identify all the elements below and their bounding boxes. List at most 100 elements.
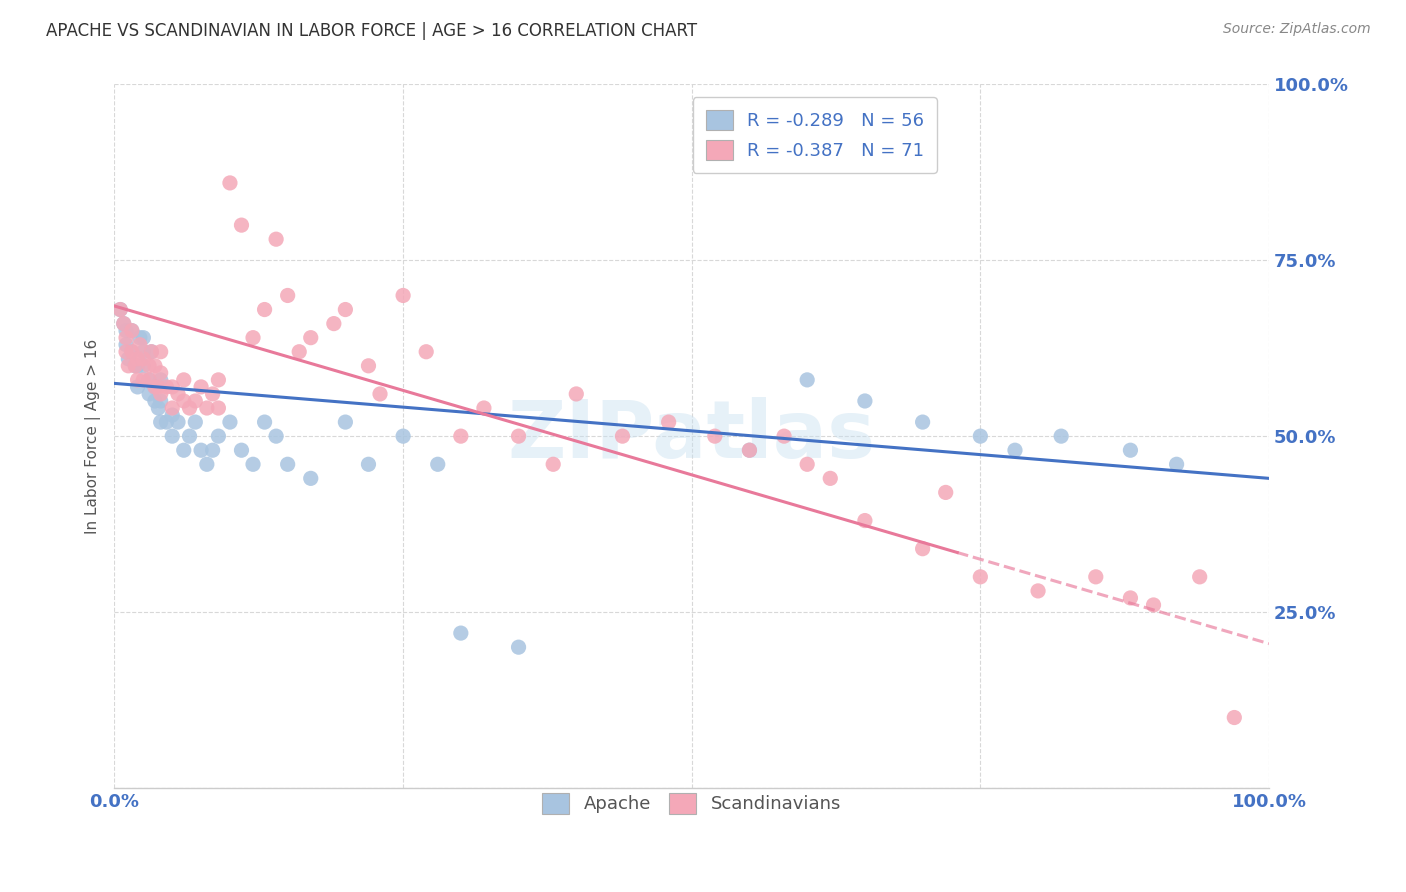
Point bbox=[138, 359, 160, 373]
Point bbox=[121, 344, 143, 359]
Point bbox=[472, 401, 495, 415]
Point bbox=[179, 429, 201, 443]
Point bbox=[703, 429, 725, 443]
Point bbox=[115, 324, 138, 338]
Point bbox=[132, 373, 155, 387]
Point bbox=[1119, 591, 1142, 605]
Point bbox=[121, 324, 143, 338]
Point bbox=[110, 302, 132, 317]
Point bbox=[853, 394, 876, 409]
Point bbox=[155, 380, 177, 394]
Point bbox=[299, 471, 322, 485]
Point bbox=[132, 344, 155, 359]
Point bbox=[1084, 570, 1107, 584]
Point bbox=[121, 344, 143, 359]
Point bbox=[1004, 443, 1026, 458]
Point bbox=[541, 458, 564, 472]
Text: ZIPatlas: ZIPatlas bbox=[508, 397, 876, 475]
Point bbox=[1119, 443, 1142, 458]
Point bbox=[184, 394, 207, 409]
Point bbox=[969, 429, 991, 443]
Point bbox=[115, 337, 138, 351]
Point bbox=[508, 640, 530, 655]
Point bbox=[149, 415, 172, 429]
Point bbox=[207, 373, 229, 387]
Point bbox=[450, 626, 472, 640]
Point bbox=[738, 443, 761, 458]
Point bbox=[115, 331, 138, 345]
Point bbox=[132, 331, 155, 345]
Point bbox=[357, 458, 380, 472]
Point bbox=[565, 387, 588, 401]
Point bbox=[392, 429, 415, 443]
Point bbox=[127, 380, 149, 394]
Point bbox=[167, 415, 190, 429]
Point bbox=[242, 331, 264, 345]
Text: Source: ZipAtlas.com: Source: ZipAtlas.com bbox=[1223, 22, 1371, 37]
Point bbox=[179, 401, 201, 415]
Point bbox=[121, 324, 143, 338]
Point bbox=[112, 317, 135, 331]
Point bbox=[335, 415, 357, 429]
Point bbox=[190, 380, 212, 394]
Point bbox=[207, 401, 229, 415]
Point bbox=[127, 373, 149, 387]
Point bbox=[242, 458, 264, 472]
Point bbox=[141, 344, 163, 359]
Point bbox=[127, 351, 149, 366]
Point bbox=[117, 351, 139, 366]
Point bbox=[357, 359, 380, 373]
Point bbox=[160, 408, 183, 422]
Point bbox=[128, 337, 150, 351]
Point bbox=[138, 373, 160, 387]
Point bbox=[219, 176, 242, 190]
Point bbox=[143, 380, 166, 394]
Point bbox=[1050, 429, 1073, 443]
Point bbox=[612, 429, 634, 443]
Point bbox=[415, 344, 437, 359]
Point bbox=[1188, 570, 1211, 584]
Point bbox=[173, 443, 195, 458]
Point bbox=[160, 401, 183, 415]
Point bbox=[201, 387, 224, 401]
Point bbox=[173, 394, 195, 409]
Point bbox=[426, 458, 449, 472]
Point bbox=[143, 380, 166, 394]
Point bbox=[207, 429, 229, 443]
Point bbox=[141, 344, 163, 359]
Point bbox=[124, 359, 146, 373]
Point bbox=[508, 429, 530, 443]
Point bbox=[911, 415, 934, 429]
Point bbox=[155, 415, 177, 429]
Point bbox=[160, 429, 183, 443]
Point bbox=[253, 415, 276, 429]
Point bbox=[201, 443, 224, 458]
Point bbox=[138, 373, 160, 387]
Point bbox=[368, 387, 391, 401]
Text: APACHE VS SCANDINAVIAN IN LABOR FORCE | AGE > 16 CORRELATION CHART: APACHE VS SCANDINAVIAN IN LABOR FORCE | … bbox=[46, 22, 697, 40]
Point bbox=[796, 373, 818, 387]
Point bbox=[264, 429, 287, 443]
Point bbox=[149, 373, 172, 387]
Point bbox=[277, 458, 299, 472]
Point bbox=[392, 288, 415, 302]
Point bbox=[299, 331, 322, 345]
Point bbox=[173, 373, 195, 387]
Point bbox=[115, 344, 138, 359]
Point bbox=[167, 387, 190, 401]
Point bbox=[738, 443, 761, 458]
Point bbox=[935, 485, 957, 500]
Point bbox=[195, 401, 218, 415]
Point bbox=[820, 471, 842, 485]
Point bbox=[124, 359, 146, 373]
Legend: Apache, Scandinavians: Apache, Scandinavians bbox=[531, 782, 852, 824]
Point bbox=[132, 351, 155, 366]
Point bbox=[277, 288, 299, 302]
Point bbox=[184, 415, 207, 429]
Point bbox=[853, 514, 876, 528]
Point bbox=[132, 359, 155, 373]
Point bbox=[335, 302, 357, 317]
Point bbox=[288, 344, 311, 359]
Point bbox=[264, 232, 287, 246]
Point bbox=[1026, 583, 1049, 598]
